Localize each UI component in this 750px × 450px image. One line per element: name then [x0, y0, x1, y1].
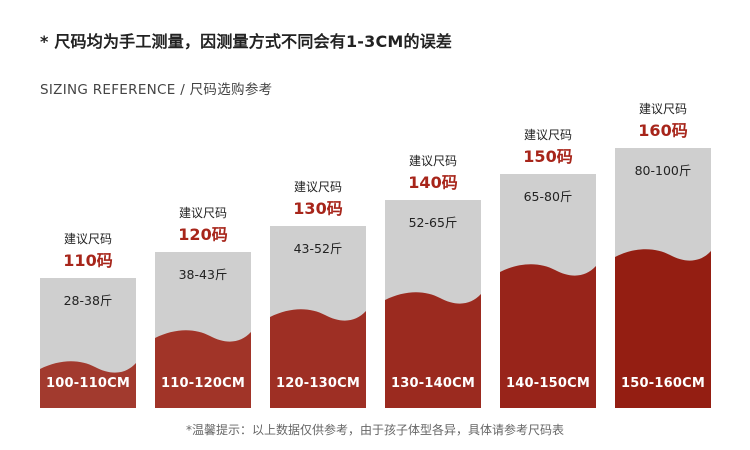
height-range: 110-120CM — [161, 376, 245, 391]
size-bar: 65-80斤 140-150CM — [500, 174, 596, 408]
suggest-size-label: 建议尺码 — [523, 128, 572, 142]
size-bar: 38-43斤 110-120CM — [155, 252, 251, 408]
weight-range: 80-100斤 — [634, 163, 692, 178]
size-column: 建议尺码 110码 28-38斤 100-110CM — [40, 218, 136, 408]
suggest-size-label: 建议尺码 — [178, 206, 227, 220]
wave-fill — [500, 264, 596, 408]
weight-range: 43-52斤 — [293, 241, 343, 256]
weight-range: 52-65斤 — [408, 215, 458, 230]
wave-fill — [155, 330, 251, 408]
size-bar: 43-52斤 120-130CM — [270, 226, 366, 408]
size-value: 140码 — [408, 173, 458, 192]
size-bar: 28-38斤 100-110CM — [40, 278, 136, 408]
size-value: 130码 — [293, 199, 343, 218]
size-value: 150码 — [523, 147, 573, 166]
page-title: * 尺码均为手工测量，因测量方式不同会有1-3CM的误差 — [40, 32, 453, 51]
height-range: 140-150CM — [506, 376, 590, 391]
size-column: 建议尺码 120码 38-43斤 110-120CM — [155, 192, 251, 408]
wave-fill — [615, 249, 711, 408]
footer-note: *温馨提示：以上数据仅供参考，由于孩子体型各异，具体请参考尺码表 — [185, 423, 564, 437]
height-range: 150-160CM — [621, 376, 705, 391]
weight-range: 28-38斤 — [63, 293, 113, 308]
size-bar: 52-65斤 130-140CM — [385, 200, 481, 408]
wave-fill — [270, 309, 366, 408]
suggest-size-label: 建议尺码 — [293, 180, 342, 194]
size-bar: 80-100斤 150-160CM — [615, 148, 711, 408]
size-column: 建议尺码 130码 43-52斤 120-130CM — [270, 166, 366, 408]
weight-range: 65-80斤 — [523, 189, 573, 204]
size-value: 120码 — [178, 225, 228, 244]
suggest-size-label: 建议尺码 — [63, 232, 112, 246]
wave-fill — [385, 292, 481, 408]
wave-fill — [40, 361, 136, 408]
height-range: 120-130CM — [276, 376, 360, 391]
size-column: 建议尺码 150码 65-80斤 140-150CM — [500, 114, 596, 408]
suggest-size-label: 建议尺码 — [638, 102, 687, 116]
weight-range: 38-43斤 — [178, 267, 228, 282]
height-range: 130-140CM — [391, 376, 475, 391]
size-value: 110码 — [63, 251, 113, 270]
size-column: 建议尺码 140码 52-65斤 130-140CM — [385, 140, 481, 408]
size-value: 160码 — [638, 121, 688, 140]
section-subtitle: SIZING REFERENCE / 尺码选购参考 — [40, 82, 273, 98]
height-range: 100-110CM — [46, 376, 130, 391]
size-column: 建议尺码 160码 80-100斤 150-160CM — [615, 88, 711, 408]
suggest-size-label: 建议尺码 — [408, 154, 457, 168]
